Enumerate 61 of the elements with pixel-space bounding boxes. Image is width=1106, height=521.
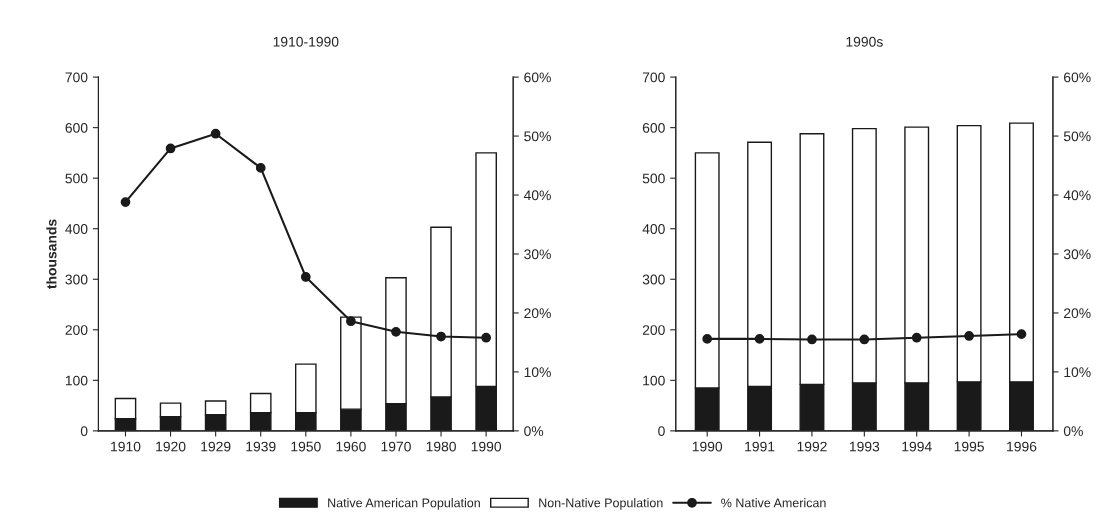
x-tick-label: 1994	[902, 441, 932, 452]
y-tick-label: 400	[642, 224, 665, 234]
point	[120, 197, 131, 207]
point	[346, 316, 356, 327]
x-tick-label: 1990	[471, 441, 502, 452]
y2-tick-label: 30%	[1063, 249, 1091, 260]
y-tick-label: 600	[65, 122, 88, 133]
x-tick-label: 1960	[336, 441, 366, 452]
legend-label: % Native American	[721, 498, 826, 508]
y2-tick-label: 60%	[1064, 72, 1091, 83]
y2-tick-label: 50%	[524, 131, 551, 142]
y2-tick-label: 20%	[524, 308, 551, 319]
chart-title: 1910-1990	[273, 36, 339, 47]
y-axis-title: thousands	[46, 219, 57, 289]
point	[255, 163, 266, 173]
y2-tick-label: 20%	[1064, 308, 1091, 319]
y2-tick-label: 60%	[524, 72, 551, 83]
x-tick-label: 1910	[111, 441, 141, 452]
y-tick-label: 300	[642, 274, 665, 285]
y-tick-label: 0	[658, 426, 665, 437]
y-tick-label: 700	[65, 72, 88, 83]
x-tick-label: 1970	[381, 441, 411, 452]
point	[481, 332, 491, 343]
x-tick-label: 1950	[291, 441, 321, 452]
y-tick-label: 600	[642, 122, 665, 133]
x-tick-label: 1995	[954, 441, 984, 452]
y-tick-label: 200	[642, 325, 665, 335]
point	[436, 331, 446, 342]
x-tick-label: 1929	[201, 441, 231, 452]
x-tick-label: 1920	[156, 441, 186, 452]
y-tick-label: 500	[642, 173, 665, 184]
y-tick-label: 500	[65, 173, 88, 184]
y-tick-label: 100	[65, 375, 88, 386]
point	[300, 272, 311, 282]
y-tick-label: 100	[643, 375, 665, 386]
legend-label: Non-Native Population	[539, 498, 663, 510]
x-tick-label: 1991	[745, 441, 775, 452]
y2-tick-label: 0%	[524, 426, 544, 437]
y-tick-label: 200	[65, 325, 88, 335]
y-tick-label: 400	[65, 224, 88, 234]
y2-tick-label: 0%	[1063, 426, 1083, 437]
y2-tick-label: 50%	[1063, 131, 1091, 142]
y-tick-label: 700	[642, 72, 665, 83]
x-tick-label: 1992	[797, 441, 827, 452]
y2-tick-label: 10%	[1064, 367, 1091, 378]
x-tick-label: 1993	[849, 441, 880, 452]
point	[165, 143, 176, 154]
legend-label: Native American Population	[328, 498, 480, 510]
x-tick-label: 1996	[1007, 441, 1037, 452]
x-tick-label: 1939	[246, 441, 276, 452]
point	[391, 326, 401, 337]
y2-tick-label: 40%	[1063, 190, 1091, 201]
y-tick-label: 0	[80, 426, 88, 437]
x-tick-label: 1990	[692, 441, 723, 452]
y2-tick-label: 30%	[524, 249, 551, 260]
chart-title: 1990s	[846, 36, 883, 47]
point	[210, 128, 221, 139]
y2-tick-label: 10%	[524, 367, 551, 378]
y2-tick-label: 40%	[523, 190, 551, 201]
x-tick-label: 1980	[426, 441, 456, 452]
y-tick-label: 300	[65, 274, 88, 285]
